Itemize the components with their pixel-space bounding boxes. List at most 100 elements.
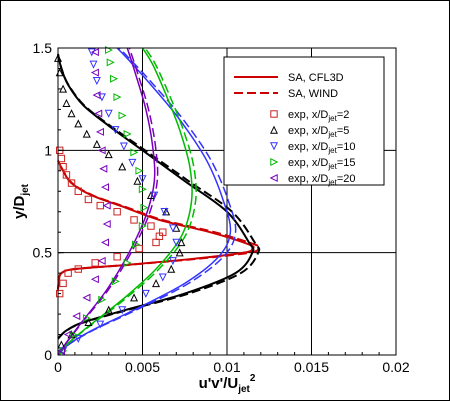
exp-point-3 bbox=[118, 306, 127, 315]
exp-point-2 bbox=[175, 248, 184, 257]
exp-point-4 bbox=[130, 148, 139, 157]
legend: SA, CFL3D SA, WIND exp, x/Djet=2 exp, x/Dje… bbox=[223, 56, 385, 187]
exp-point-5 bbox=[90, 68, 99, 77]
legend-marker-3 bbox=[270, 110, 278, 118]
exp-point-4 bbox=[106, 58, 115, 67]
exp-point-3 bbox=[150, 191, 159, 200]
exp-point-1 bbox=[147, 222, 155, 230]
exp-point-1 bbox=[74, 265, 82, 273]
exp-point-3 bbox=[158, 273, 167, 282]
exp-point-1 bbox=[62, 171, 71, 179]
exp-point-5 bbox=[97, 146, 106, 155]
exp-point-4 bbox=[132, 240, 141, 249]
legend-marker-5 bbox=[269, 142, 279, 151]
exp-point-2 bbox=[59, 84, 68, 93]
exp-point-2 bbox=[133, 176, 142, 185]
exp-point-3 bbox=[168, 257, 177, 266]
exp-point-3 bbox=[119, 142, 128, 151]
exp-point-4 bbox=[98, 295, 107, 304]
exp-point-1 bbox=[64, 269, 72, 277]
legend-label-2: SA, WIND bbox=[288, 88, 338, 100]
curve-cfl3d-3 bbox=[57, 47, 232, 356]
legend-label-3: exp, x/Djet=2 bbox=[288, 109, 349, 123]
exp-point-3 bbox=[89, 60, 98, 69]
y-tick-label: 1 bbox=[44, 142, 52, 158]
exp-point-5 bbox=[95, 127, 104, 136]
x-tick-label: 0 bbox=[54, 359, 62, 375]
exp-point-2 bbox=[104, 305, 113, 314]
exp-point-4 bbox=[83, 314, 92, 323]
exp-point-2 bbox=[67, 109, 76, 118]
exp-point-4 bbox=[138, 222, 147, 231]
y-tick-label: 0 bbox=[44, 347, 52, 363]
legend-label-5: exp, x/Djet=10 bbox=[288, 141, 355, 155]
exp-point-1 bbox=[113, 208, 121, 216]
exp-point-5 bbox=[101, 238, 110, 247]
exp-point-3 bbox=[92, 77, 101, 86]
exp-point-2 bbox=[177, 238, 186, 247]
exp-point-1 bbox=[67, 179, 76, 187]
exp-point-5 bbox=[82, 293, 91, 302]
exp-point-3 bbox=[74, 334, 83, 343]
exp-point-3 bbox=[128, 158, 137, 167]
y-tick-label: 0.5 bbox=[33, 245, 53, 261]
exp-point-4 bbox=[113, 93, 122, 102]
exp-point-1 bbox=[91, 259, 99, 267]
exp-point-4 bbox=[118, 111, 127, 120]
x-tick-label: 0.015 bbox=[294, 359, 329, 375]
curve-cfl3d-5 bbox=[57, 47, 156, 356]
exp-point-4 bbox=[123, 258, 132, 267]
exp-point-3 bbox=[141, 289, 150, 298]
exp-point-2 bbox=[92, 139, 101, 148]
exp-point-4 bbox=[123, 129, 132, 138]
exp-point-3 bbox=[172, 238, 181, 247]
legend-marker-7 bbox=[269, 173, 278, 183]
exp-point-2 bbox=[167, 264, 176, 273]
exp-point-5 bbox=[99, 164, 108, 173]
y-axis-title: y/Djet bbox=[11, 183, 31, 219]
exp-point-3 bbox=[87, 48, 96, 57]
exp-point-1 bbox=[130, 216, 138, 224]
exp-point-3 bbox=[111, 126, 120, 135]
exp-point-2 bbox=[74, 119, 83, 128]
exp-point-4 bbox=[110, 74, 119, 83]
exp-point-4 bbox=[138, 185, 147, 194]
exp-point-2 bbox=[118, 162, 127, 171]
exp-point-5 bbox=[90, 48, 99, 57]
axis-titles: u'v'/Ujet2 y/Djet bbox=[11, 183, 256, 395]
exp-point-3 bbox=[138, 175, 147, 184]
exp-point-5 bbox=[92, 91, 101, 100]
exp-point-1 bbox=[59, 163, 67, 171]
exp-point-4 bbox=[135, 166, 144, 175]
legend-box bbox=[223, 56, 385, 186]
x-tick-label: 0.01 bbox=[213, 359, 240, 375]
axis-ticks: 0 0.005 0.01 0.015 0.02 0 0.5 1 1.5 bbox=[33, 40, 410, 375]
exp-point-3 bbox=[104, 109, 113, 118]
exp-point-2 bbox=[82, 129, 91, 138]
exp-point-1 bbox=[55, 289, 64, 298]
experimental-data bbox=[53, 46, 186, 356]
x-tick-label: 0.005 bbox=[125, 359, 160, 375]
exp-point-2 bbox=[62, 98, 71, 107]
exp-point-3 bbox=[160, 208, 169, 217]
exp-point-4 bbox=[111, 277, 120, 286]
exp-point-5 bbox=[63, 330, 72, 339]
exp-point-5 bbox=[102, 220, 111, 229]
exp-point-4 bbox=[59, 346, 68, 355]
exp-point-3 bbox=[96, 320, 105, 329]
exp-point-1 bbox=[159, 228, 167, 236]
legend-label-6: exp, x/Djet=15 bbox=[288, 157, 355, 171]
exp-point-1 bbox=[113, 253, 121, 261]
x-tick-label: 0.02 bbox=[382, 359, 409, 375]
x-axis-title: u'v'/Ujet2 bbox=[199, 373, 256, 395]
exp-point-5 bbox=[72, 312, 81, 321]
exp-point-1 bbox=[74, 187, 82, 195]
exp-point-2 bbox=[104, 150, 113, 159]
legend-label-1: SA, CFL3D bbox=[288, 72, 344, 84]
exp-point-2 bbox=[162, 207, 171, 216]
exp-point-4 bbox=[69, 330, 78, 339]
exp-point-1 bbox=[135, 244, 143, 253]
legend-label-4: exp, x/Djet=5 bbox=[288, 125, 349, 139]
exp-point-5 bbox=[94, 109, 103, 118]
